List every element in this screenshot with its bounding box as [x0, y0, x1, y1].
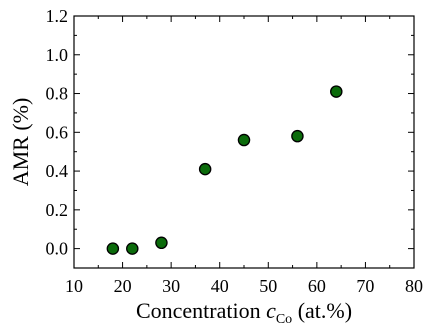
data-point — [106, 242, 120, 255]
y-tick-label: 0.2 — [46, 200, 69, 220]
x-tick-label: 80 — [405, 276, 423, 296]
x-tick-label: 40 — [211, 276, 229, 296]
y-tick-label: 0.4 — [46, 161, 69, 181]
y-tick-label: 0.0 — [46, 239, 69, 259]
ticks-layer: 10 20 30 40 50 60 70 80 0.0 0.2 0.4 0.6 0.8 1.0 1.2 — [46, 6, 424, 296]
x-axis-title: Concentration cCo (at.%) — [136, 298, 352, 327]
data-point — [330, 85, 343, 98]
data-points — [106, 85, 343, 255]
x-axis-title-subscript: Co — [276, 312, 292, 327]
x-tick-label: 20 — [114, 276, 132, 296]
x-tick-label: 30 — [162, 276, 180, 296]
y-tick-label: 1.2 — [46, 6, 69, 26]
data-point — [291, 129, 304, 143]
x-axis-title-prefix: Concentration — [136, 298, 266, 323]
data-point — [198, 162, 212, 176]
data-point — [126, 242, 139, 255]
plot-frame — [73, 15, 415, 269]
data-point — [237, 133, 251, 147]
x-tick-label: 50 — [259, 276, 277, 296]
x-axis-title-symbol: c — [266, 298, 276, 323]
y-tick-label: 0.6 — [46, 122, 69, 142]
x-tick-label: 60 — [308, 276, 326, 296]
x-tick-label: 10 — [65, 276, 83, 296]
y-tick-label: 1.0 — [46, 45, 69, 65]
data-point — [155, 236, 168, 250]
x-tick-label: 70 — [356, 276, 374, 296]
y-axis-title: AMR (%) — [8, 98, 33, 187]
x-axis-title-suffix: (at.%) — [292, 298, 352, 323]
y-tick-label: 0.8 — [46, 84, 69, 104]
